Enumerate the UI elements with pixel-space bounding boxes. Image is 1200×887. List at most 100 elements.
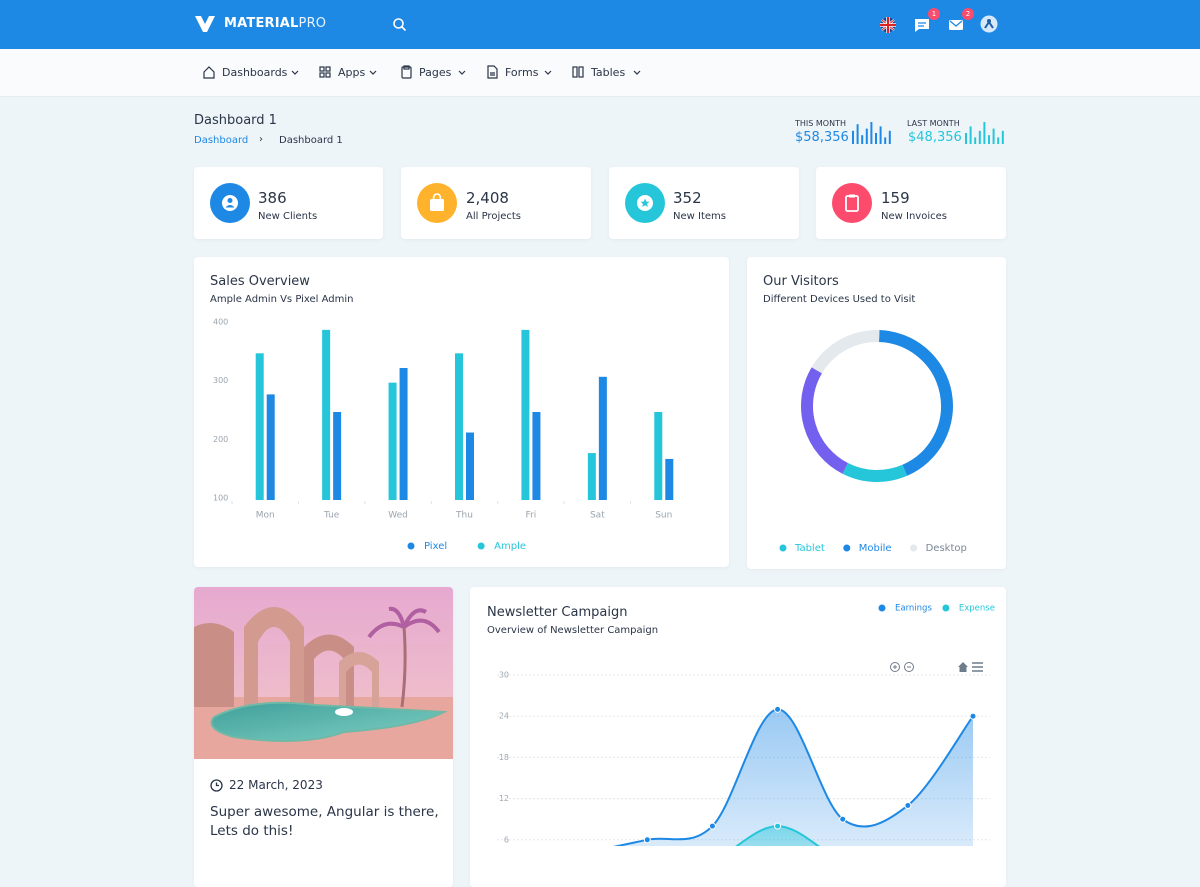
point [774, 705, 782, 713]
card-title: Our Visitors [763, 274, 839, 289]
clock-icon [210, 779, 223, 792]
spark-bar [974, 137, 977, 144]
area-fill [617, 709, 973, 846]
stat-value: 159 [881, 189, 910, 207]
spark-bar [884, 137, 887, 144]
donut-segment [801, 367, 849, 474]
blog-image [194, 587, 453, 759]
stat-value: 2,408 [466, 189, 509, 207]
bar [255, 353, 264, 500]
legend-marker [477, 542, 485, 550]
nav-item[interactable]: Tables [591, 66, 626, 79]
stat-label: All Projects [466, 211, 521, 222]
legend-label: Pixel [424, 541, 447, 552]
legend-label: Ample [494, 541, 526, 552]
y-tick-label: 300 [213, 376, 228, 385]
spark-bar [997, 137, 1000, 144]
mail-badge: 2 [962, 8, 974, 20]
y-tick-label: 30 [499, 671, 509, 680]
x-tick-label: Thu [455, 511, 473, 521]
breadcrumb-separator: › [259, 134, 263, 145]
card-title: Newsletter Campaign [487, 605, 628, 620]
nav-item[interactable]: Dashboards [222, 66, 288, 79]
spark-bar [992, 128, 995, 144]
nav-item[interactable]: Apps [338, 66, 366, 79]
flag-icon[interactable] [880, 17, 896, 33]
brand-light: PRO [298, 16, 327, 31]
spark-bar [875, 133, 877, 144]
month-value: $48,356 [908, 130, 962, 145]
page-title: Dashboard 1 [194, 113, 277, 128]
stat-value: 352 [673, 189, 702, 207]
spark-bar [856, 124, 859, 144]
bar [532, 412, 541, 500]
card-subtitle: Overview of Newsletter Campaign [487, 625, 659, 636]
y-tick-label: 100 [213, 494, 228, 503]
month-label: LAST MONTH [907, 119, 960, 128]
point [904, 801, 912, 809]
bar [521, 329, 530, 500]
nav-icons [203, 65, 641, 79]
breadcrumb-link[interactable]: Dashboard [194, 135, 249, 146]
search-icon[interactable] [392, 17, 408, 33]
brand[interactable]: MATERIALPRO [224, 16, 326, 31]
blog-card [194, 587, 453, 887]
bar [654, 412, 663, 500]
brand-bold: MATERIAL [224, 16, 299, 31]
bar [598, 376, 607, 500]
y-tick-label: 200 [213, 435, 228, 444]
x-tick-label: Wed [388, 511, 408, 521]
nav-item[interactable]: Forms [505, 66, 539, 79]
x-tick-label: Sun [655, 511, 672, 521]
blog-title[interactable]: Super awesome, Angular is there, Lets do… [210, 804, 439, 839]
month-label: THIS MONTH [795, 119, 846, 128]
bar [266, 394, 275, 500]
point [839, 815, 847, 823]
spark-bar [983, 122, 986, 144]
bar [587, 453, 596, 500]
point [643, 836, 651, 844]
nav-item[interactable]: Pages [419, 66, 452, 79]
stat-icon [417, 183, 457, 223]
bar [399, 368, 408, 500]
mail-icon[interactable] [948, 17, 964, 33]
chat-icon[interactable] [914, 17, 930, 33]
spark-bar [888, 130, 891, 144]
legend-marker [407, 542, 415, 550]
donut-segment [878, 330, 953, 476]
charts-layer: 100 200 300 400 Mon Tue Wed Thu Fri Sat Sun Pixel Am… [213, 122, 1004, 846]
point [708, 822, 716, 830]
line [613, 708, 974, 846]
bar [455, 353, 463, 500]
legend-label: Mobile [859, 543, 892, 554]
visitors-card [747, 257, 1006, 569]
donut-segment [842, 462, 908, 482]
chart-toolbar[interactable] [889, 660, 985, 674]
legend-marker [942, 604, 950, 612]
legend-marker [779, 544, 787, 552]
stat-icon [832, 183, 872, 223]
legend-label: Desktop [926, 543, 967, 554]
y-tick-label: 400 [213, 318, 228, 327]
user-avatar[interactable] [980, 15, 998, 33]
point [774, 822, 782, 830]
legend-label: Earnings [895, 604, 932, 614]
legend-label: Expense [959, 604, 995, 614]
blog-date: 22 March, 2023 [229, 778, 323, 792]
stat-icon [210, 183, 250, 223]
bar [466, 432, 474, 500]
line [735, 825, 821, 846]
legend-label: Tablet [794, 543, 825, 554]
bar [388, 382, 397, 500]
spark-bar [865, 128, 868, 144]
spark-bar [969, 126, 972, 144]
stat-label: New Clients [258, 211, 318, 222]
y-tick-label: 18 [499, 753, 509, 762]
bar [333, 412, 342, 500]
spark-bar [852, 130, 854, 144]
bar [322, 329, 331, 500]
stat-label: New Items [673, 211, 726, 222]
chat-badge: 1 [928, 8, 940, 20]
breadcrumb-current: Dashboard 1 [279, 135, 343, 146]
